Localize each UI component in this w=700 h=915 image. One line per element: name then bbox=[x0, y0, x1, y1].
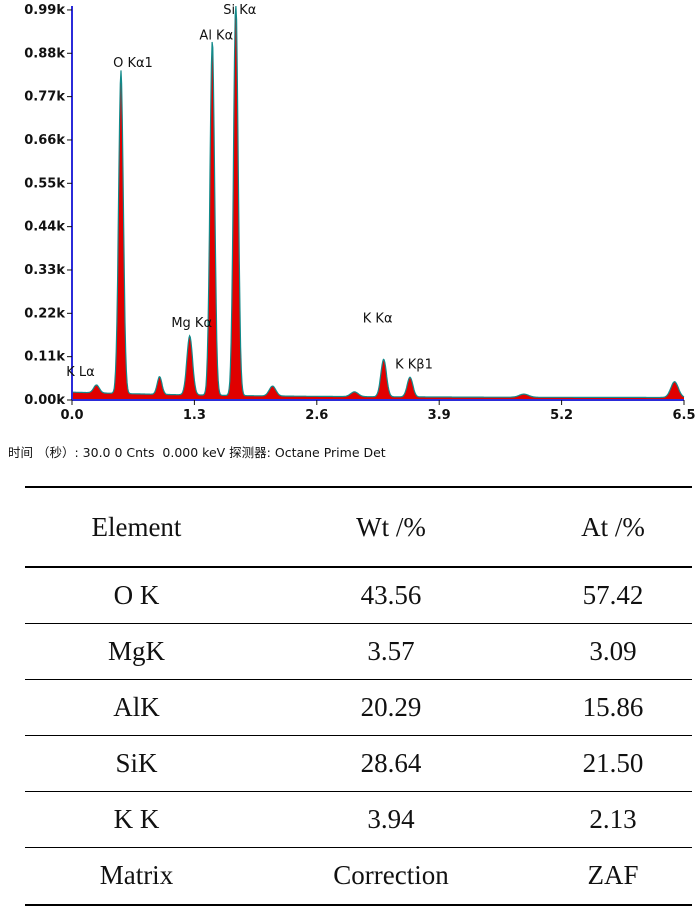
cell-element: SiK bbox=[115, 747, 158, 778]
composition-table-wrap: Element Wt /% At /% O K 43.56 57.42 MgK … bbox=[25, 486, 692, 906]
y-tick-label: 0.00k bbox=[24, 393, 65, 408]
table-row: Matrix Correction ZAF bbox=[25, 847, 692, 905]
cell-wt: 28.64 bbox=[360, 747, 422, 778]
x-tick-label: 3.9 bbox=[428, 408, 451, 423]
x-tick-label: 0.0 bbox=[60, 408, 83, 423]
x-tick-label: 6.5 bbox=[672, 408, 695, 423]
composition-table: Element Wt /% At /% O K 43.56 57.42 MgK … bbox=[25, 486, 692, 906]
cell-at: 57.42 bbox=[582, 579, 644, 610]
spectrum-line bbox=[72, 5, 685, 399]
spectrum-fill-layer bbox=[72, 6, 684, 400]
table-row: AlK 20.29 15.86 bbox=[25, 679, 692, 735]
eds-spectrum-chart: 0.00k 0.11k 0.22k 0.33k 0.44k 0.55k 0.66k 0.77k… bbox=[24, 3, 695, 423]
cell-at: 2.13 bbox=[589, 803, 637, 834]
y-tick-label: 0.55k bbox=[24, 176, 65, 191]
cell-wt: 20.29 bbox=[360, 691, 422, 722]
x-tick-label: 5.2 bbox=[550, 408, 573, 423]
header-wt: Wt /% bbox=[356, 511, 426, 542]
cell-at: 3.09 bbox=[589, 635, 637, 666]
y-tick-label: 0.11k bbox=[24, 350, 65, 365]
x-tick-label: 2.6 bbox=[305, 408, 328, 423]
header-at: At /% bbox=[581, 511, 645, 542]
cell-at: 15.86 bbox=[582, 691, 644, 722]
cell-wt: 43.56 bbox=[360, 579, 422, 610]
peak-label: Al Kα bbox=[199, 28, 233, 43]
spectrum-line-layer bbox=[72, 5, 685, 399]
cell-element: Matrix bbox=[99, 860, 174, 891]
cell-wt: 3.94 bbox=[367, 803, 415, 834]
cell-wt: 3.57 bbox=[367, 635, 415, 666]
y-tick-label: 0.77k bbox=[24, 90, 65, 105]
y-tick-label: 0.99k bbox=[24, 3, 65, 18]
cell-element: AlK bbox=[113, 691, 160, 722]
cell-at: 21.50 bbox=[582, 747, 644, 778]
table-header-row: Element Wt /% At /% bbox=[25, 487, 692, 567]
peak-label: K Kα bbox=[363, 312, 393, 327]
y-tick-label: 0.88k bbox=[24, 46, 65, 61]
peak-label: Mg Kα bbox=[171, 316, 212, 331]
y-tick-label: 0.66k bbox=[24, 133, 65, 148]
peak-label: O Kα1 bbox=[113, 56, 153, 71]
y-tick-label: 0.22k bbox=[24, 306, 65, 321]
y-tick-label: 0.44k bbox=[24, 220, 65, 235]
table-row: MgK 3.57 3.09 bbox=[25, 623, 692, 679]
axes-layer: 0.00k 0.11k 0.22k 0.33k 0.44k 0.55k 0.66k 0.77k… bbox=[24, 3, 695, 423]
cell-element: K K bbox=[113, 803, 160, 834]
table-row: K K 3.94 2.13 bbox=[25, 791, 692, 847]
cell-element: O K bbox=[113, 579, 160, 610]
header-element: Element bbox=[91, 511, 182, 542]
peak-label: Si Kα bbox=[223, 3, 256, 18]
table-row: SiK 28.64 21.50 bbox=[25, 735, 692, 791]
acquisition-info: 时间 （秒）: 30.0 0 Cnts 0.000 keV 探测器: Octan… bbox=[8, 445, 386, 460]
spectrum-fill bbox=[72, 6, 684, 400]
peak-label: K Kβ1 bbox=[395, 357, 433, 372]
table-row: O K 43.56 57.42 bbox=[25, 567, 692, 623]
cell-at: ZAF bbox=[587, 860, 639, 891]
peak-label: K Lα bbox=[66, 365, 94, 380]
peak-label-layer: K Lα O Kα1 Mg Kα Al Kα Si Kα K Kα K Kβ1 bbox=[66, 3, 433, 380]
cell-wt: Correction bbox=[333, 860, 449, 891]
cell-element: MgK bbox=[107, 635, 165, 666]
y-tick-label: 0.33k bbox=[24, 263, 65, 278]
x-tick-label: 1.3 bbox=[183, 408, 206, 423]
